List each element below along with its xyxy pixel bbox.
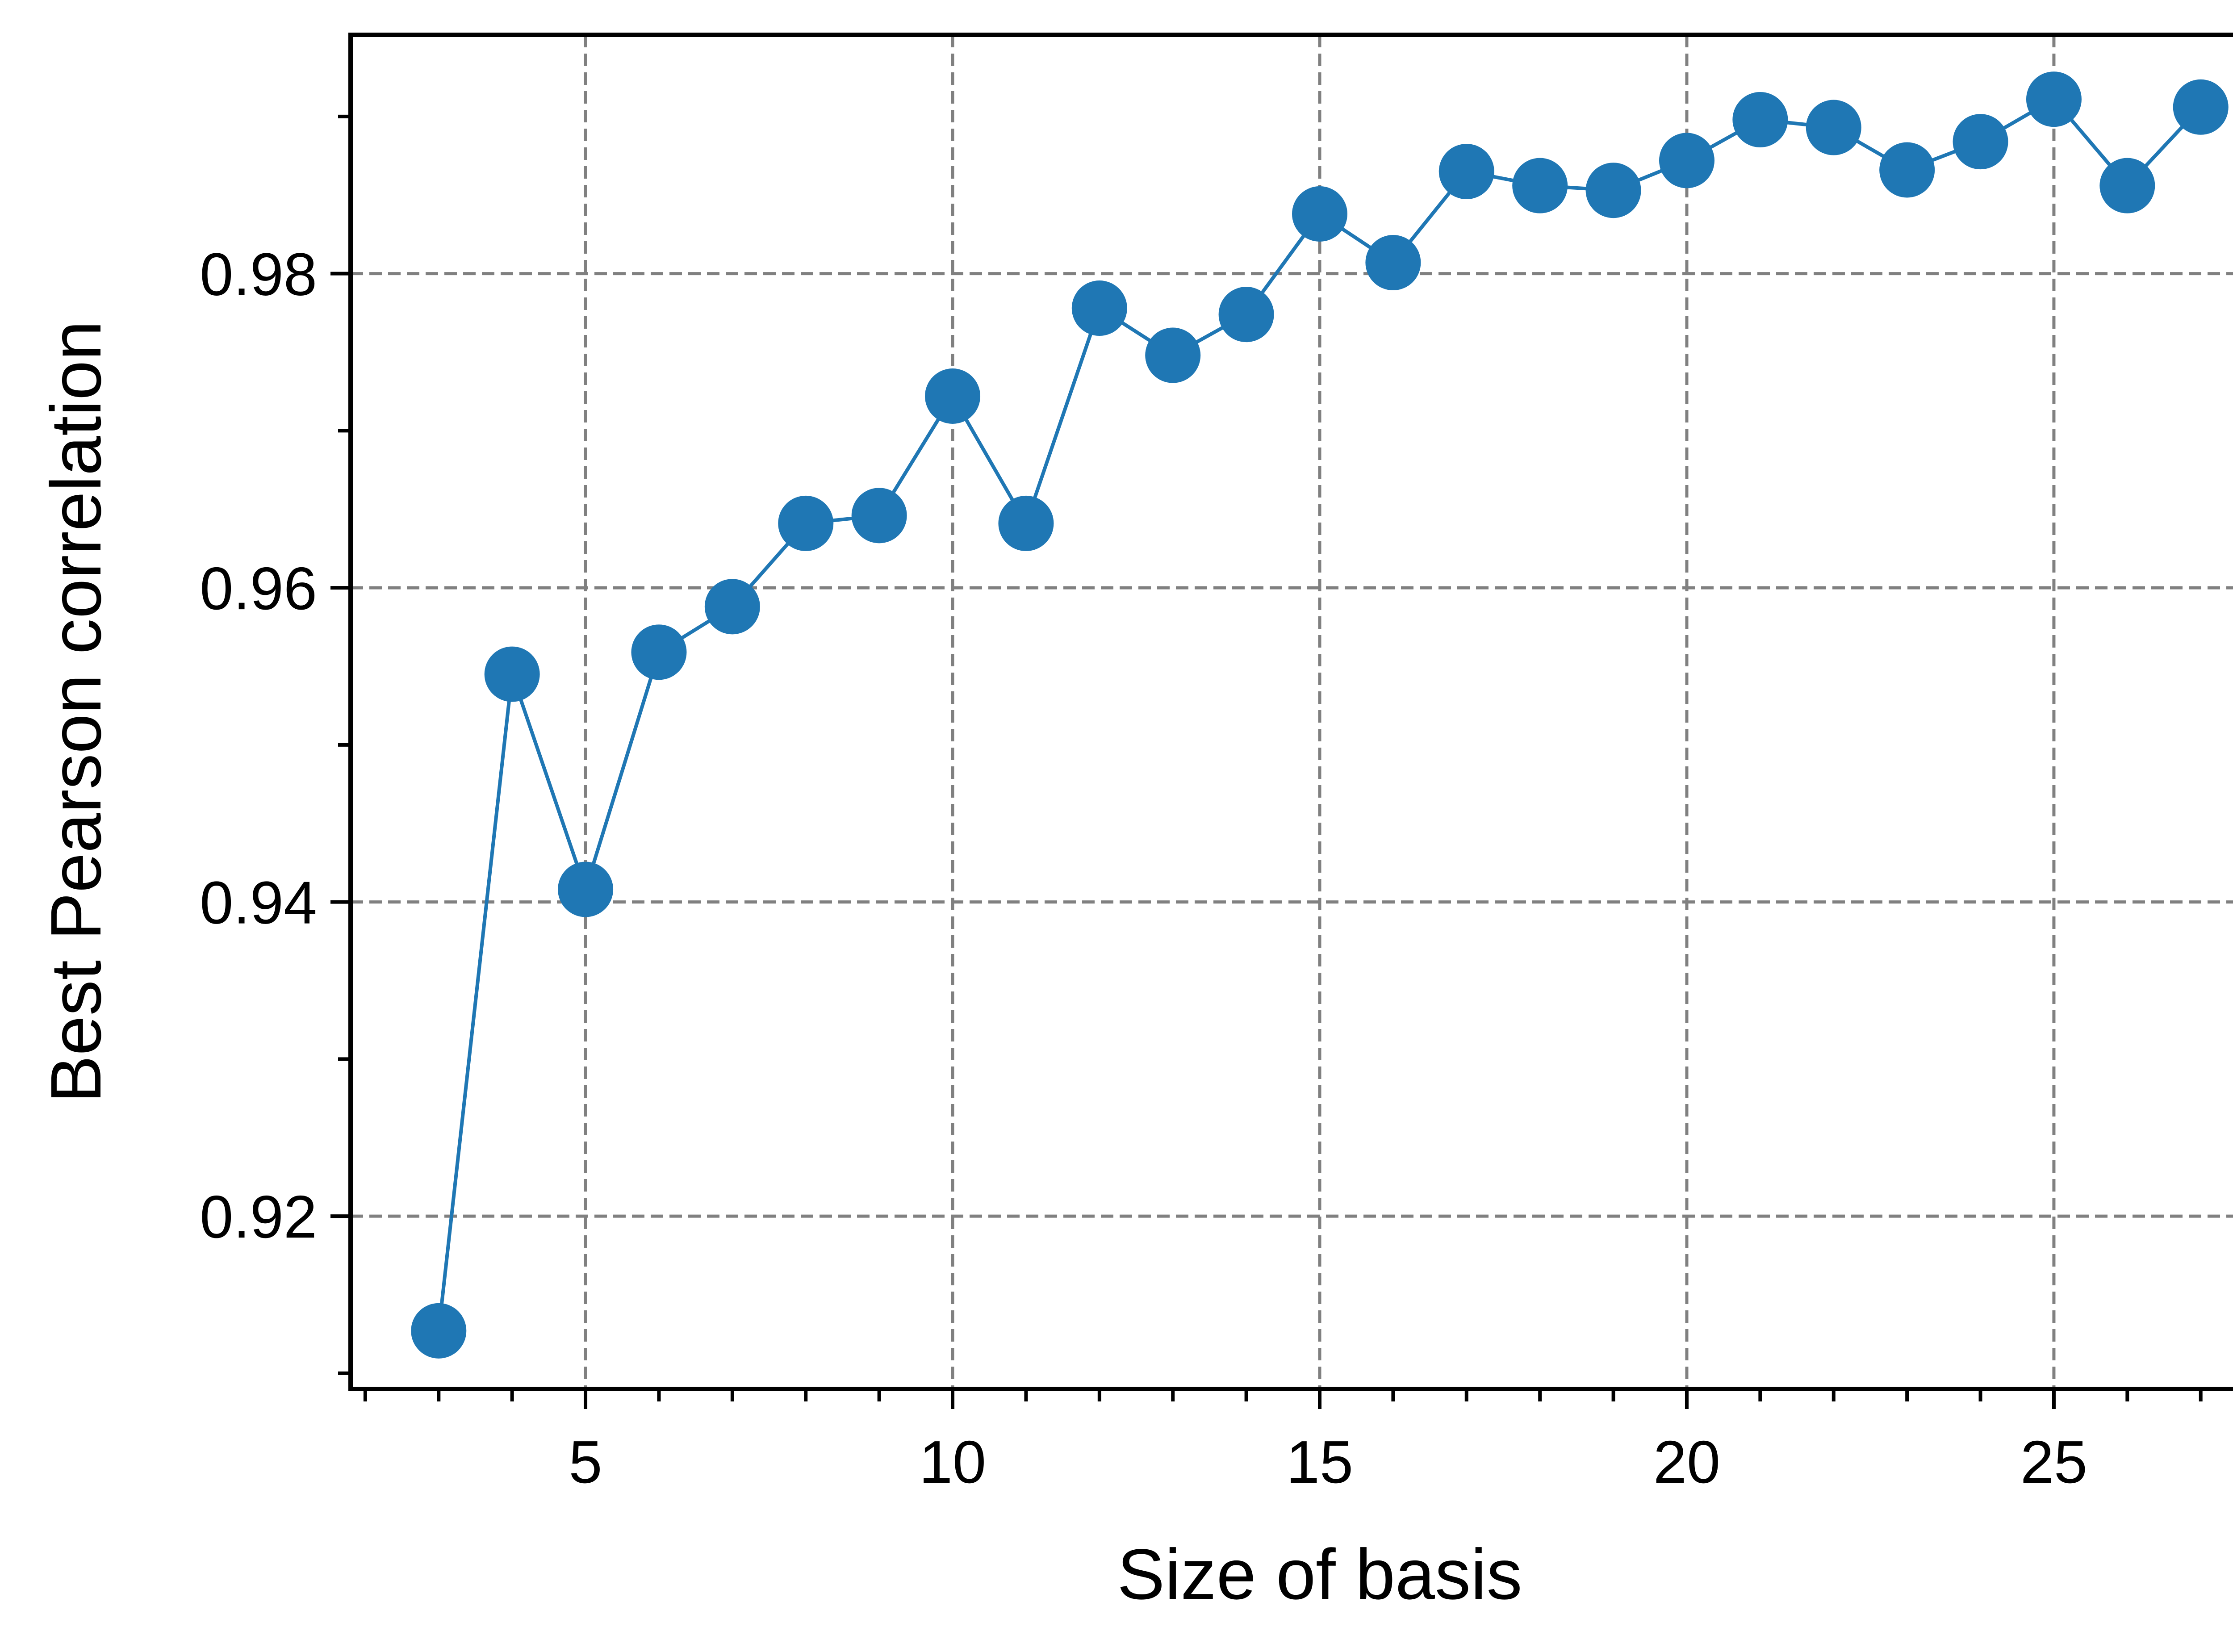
- y-axis-title: Best Pearson correlation: [36, 321, 116, 1103]
- data-point: [1512, 158, 1568, 213]
- data-point: [925, 368, 981, 424]
- y-tick-label: 0.98: [200, 241, 317, 308]
- tick-labels: 5 10 15 20 25 0.92 0.94 0.96 0.98: [200, 241, 2087, 1496]
- axis-ticks: [330, 114, 2203, 1409]
- y-tick-label: 0.96: [200, 555, 317, 622]
- data-point: [1953, 114, 2008, 170]
- data-point: [1879, 142, 1935, 198]
- data-point: [558, 862, 614, 917]
- x-tick-label: 20: [1653, 1428, 1720, 1496]
- x-tick-label: 5: [569, 1428, 602, 1496]
- data-point: [1071, 280, 1127, 336]
- series-layer: [411, 71, 2229, 1359]
- data-point: [1659, 133, 1714, 188]
- grid-lines: [351, 35, 2233, 1389]
- data-point: [1292, 186, 1347, 242]
- data-point: [998, 495, 1054, 551]
- x-tick-label: 25: [2020, 1428, 2087, 1496]
- data-point: [778, 495, 834, 551]
- data-point: [484, 646, 540, 702]
- data-point: [2099, 158, 2155, 213]
- plot-frame: [348, 33, 2233, 1391]
- y-tick-label: 0.94: [200, 869, 317, 937]
- data-point: [1585, 163, 1641, 218]
- data-point: [631, 624, 687, 680]
- x-tick-label: 15: [1286, 1428, 1353, 1496]
- data-point: [704, 579, 760, 635]
- data-point: [1806, 100, 1861, 155]
- y-tick-label: 0.92: [200, 1183, 317, 1251]
- data-point: [411, 1303, 467, 1359]
- x-axis-title: Size of basis: [1117, 1534, 1522, 1614]
- data-point: [1365, 235, 1421, 291]
- data-point: [1438, 144, 1494, 200]
- data-point: [851, 488, 907, 544]
- data-point: [1145, 327, 1201, 383]
- data-point: [2026, 71, 2082, 127]
- data-point: [2173, 79, 2229, 135]
- data-point: [1732, 92, 1788, 147]
- data-point: [1218, 287, 1274, 343]
- x-tick-label: 10: [919, 1428, 986, 1496]
